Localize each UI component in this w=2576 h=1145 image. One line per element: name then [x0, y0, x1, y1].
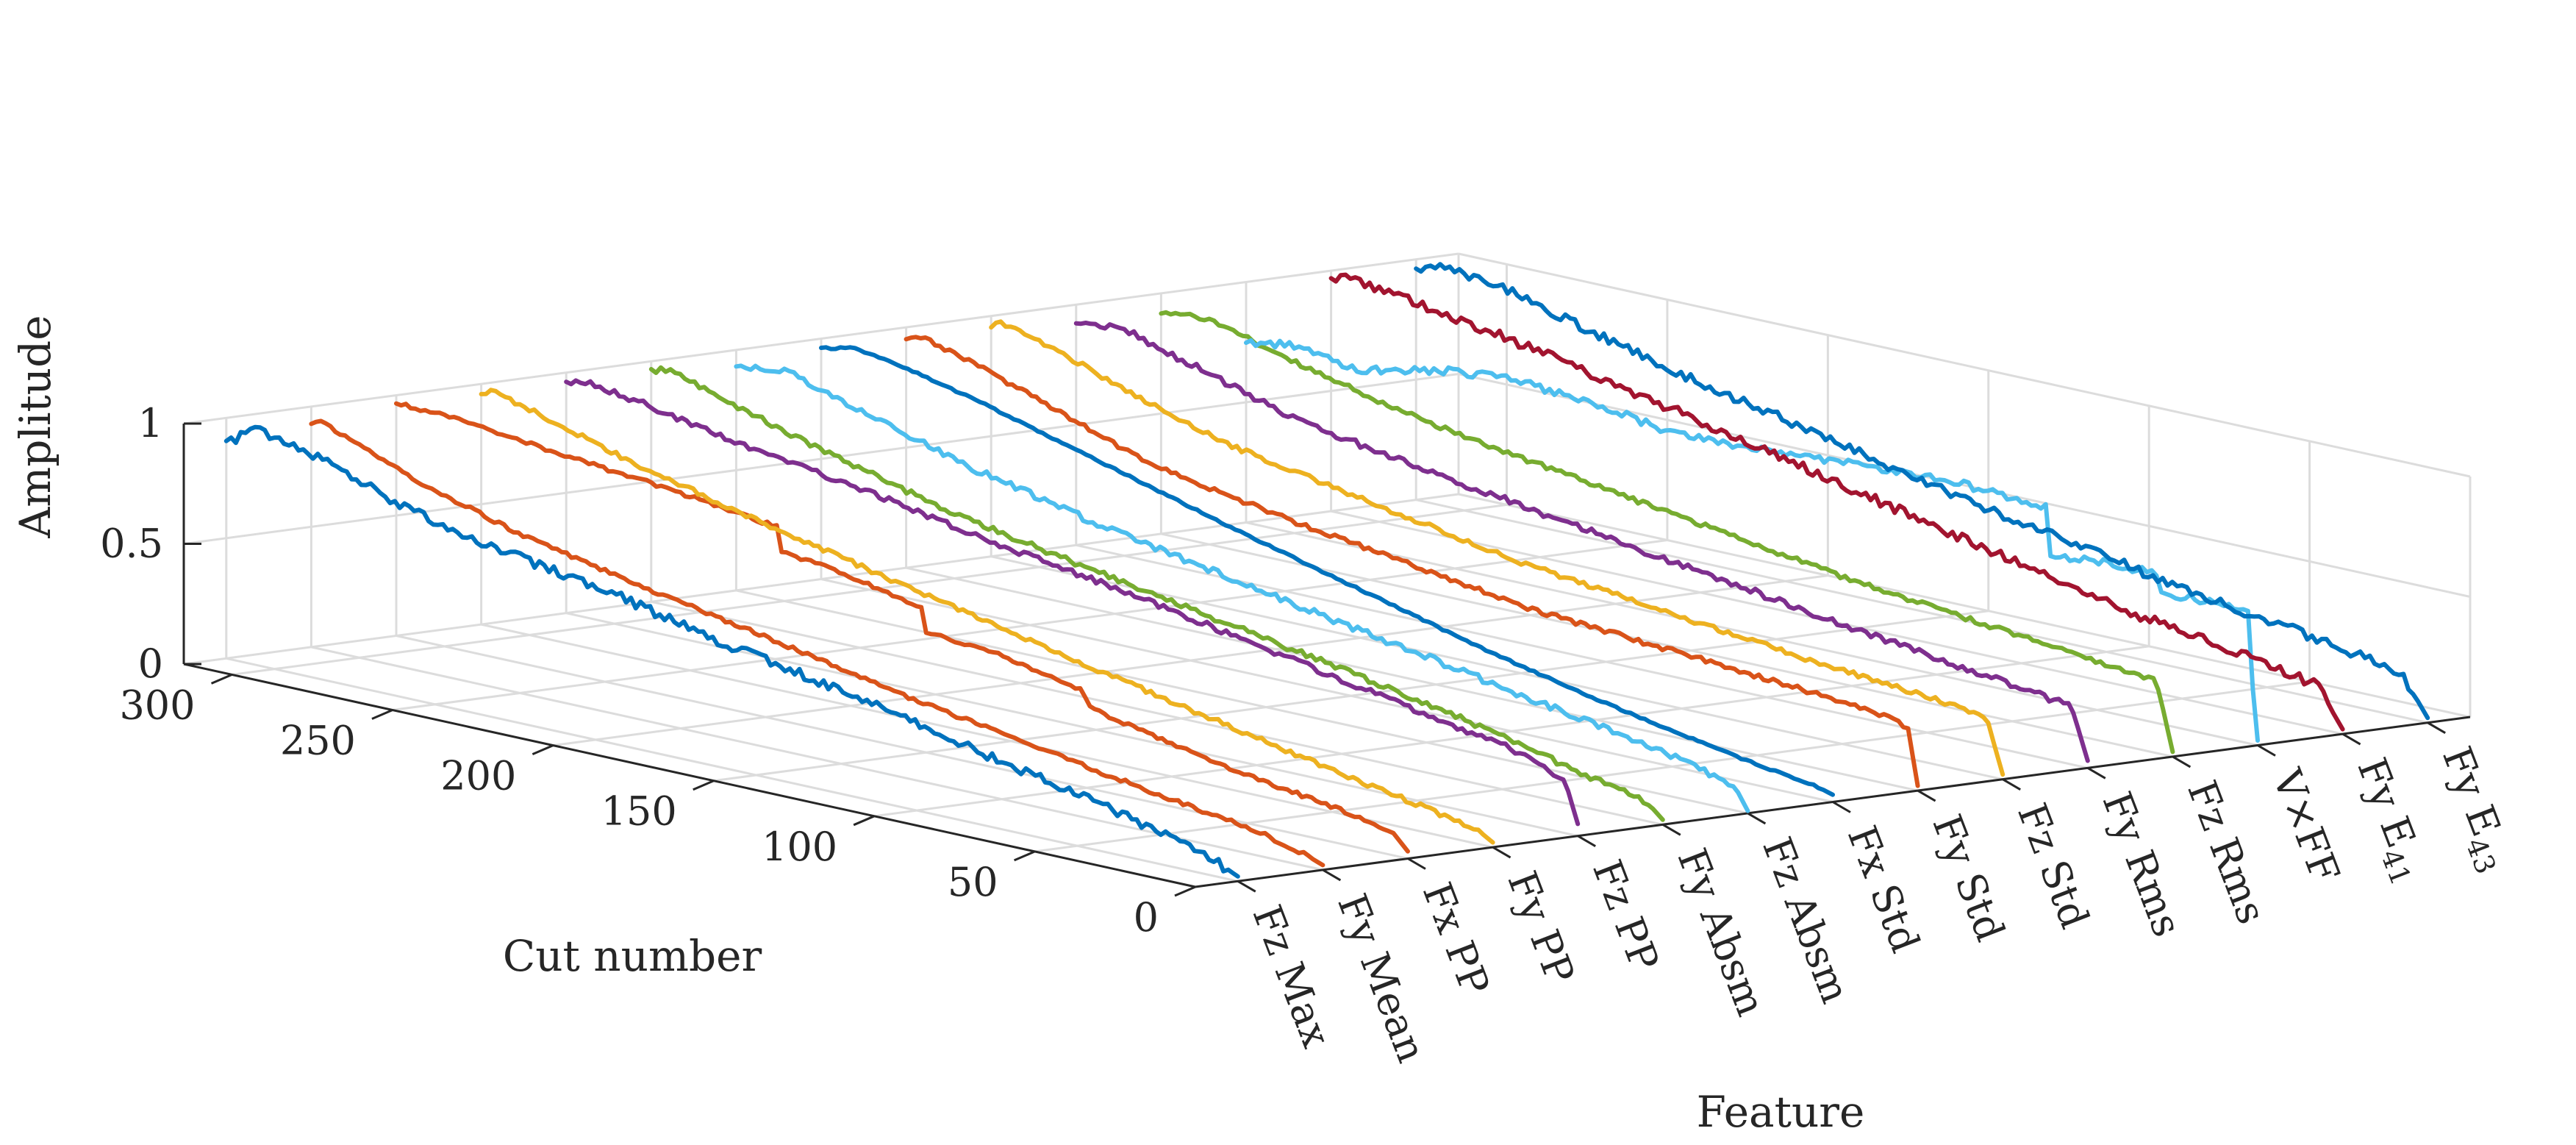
feature-tick-label: Fz Absm: [1753, 831, 1858, 1010]
series-line: [1328, 272, 2345, 732]
floor-grid-line: [311, 646, 1323, 871]
floor-grid-line: [1415, 499, 2428, 724]
amplitude-tick-label: 0: [138, 641, 163, 687]
series-line: [1244, 338, 2260, 743]
cut-tick-label: 200: [440, 753, 516, 799]
feature-tick-label: Fy Mean: [1328, 888, 1435, 1069]
series-line: [479, 388, 1495, 845]
feature-tick: [1832, 801, 1851, 813]
floor-grid-line: [226, 657, 1239, 882]
feature-tick: [1747, 812, 1767, 825]
feature-tick: [2172, 755, 2192, 768]
cut-axis-line: [183, 663, 1196, 888]
feature-tick: [1237, 880, 1256, 893]
feature-tick-label: Fx Std: [1839, 820, 1929, 959]
y-axis-title: Cut number: [503, 931, 762, 981]
cut-tick: [532, 744, 554, 755]
feature-tick: [1662, 824, 1681, 836]
floor-grid-line: [1161, 532, 2173, 758]
floor-grid-line: [651, 600, 1664, 826]
z-axis-title: Amplitude: [10, 315, 60, 538]
feature-tick: [2341, 732, 2361, 746]
back-wall-grid-line: [183, 493, 1459, 666]
amplitude-tick-label: 1: [138, 400, 163, 446]
back-wall-grid-line: [183, 252, 1459, 425]
series-line: [1414, 262, 2430, 721]
feature-tick-label: Fz PP: [1584, 854, 1668, 977]
cut-tick-label: 0: [1134, 894, 1159, 941]
feature-tick: [1577, 835, 1596, 847]
feature-tick: [1322, 868, 1342, 882]
feature-tick-label: Fy Absm: [1669, 842, 1775, 1021]
feature-tick: [1407, 857, 1426, 870]
cut-tick: [1174, 885, 1196, 897]
series-line: [904, 335, 1920, 788]
feature-tick: [2257, 744, 2276, 757]
cut-tick-label: 300: [119, 682, 195, 728]
series-lines: [223, 262, 2430, 879]
feature-tick-label: V×FF: [2264, 763, 2349, 889]
cut-tick: [1013, 850, 1036, 862]
series-line: [989, 319, 2006, 777]
axes: [182, 422, 2471, 897]
feature-tick: [2427, 721, 2446, 734]
series-line: [1073, 321, 2090, 763]
feature-tick: [2087, 767, 2106, 780]
cut-tick: [853, 815, 875, 827]
series-line: [734, 363, 1750, 813]
cut-tick: [210, 674, 233, 685]
feature-tick-label: Fy E43: [2427, 741, 2522, 879]
feature-tick-label: Fz Rms: [2178, 774, 2275, 930]
cut-tick-label: 150: [601, 788, 677, 835]
cut-tick-label: 250: [280, 718, 356, 764]
floor-grid-line: [396, 635, 1409, 860]
floor-grid-line: [1076, 543, 2089, 769]
feature-tick: [2002, 778, 2021, 791]
right-wall-grid-line: [1458, 252, 2471, 478]
feature-tick-label: Fy E41: [2341, 752, 2437, 890]
cut-tick-label: 100: [762, 824, 837, 870]
series-line: [648, 365, 1665, 822]
series-line: [223, 424, 1240, 879]
series-line: [819, 345, 1835, 797]
floor-grid-line: [481, 623, 1493, 849]
floor-grid-line: [906, 566, 1918, 792]
feature-tick-label: Fy Rms: [2094, 785, 2191, 943]
feature-tick-label: Fz Max: [1244, 899, 1340, 1053]
series-line: [564, 378, 1581, 827]
floor-grid-line: [1245, 521, 2258, 746]
feature-tick: [1917, 789, 1936, 802]
series-line: [1159, 310, 2175, 755]
feature-tick-label: Fy Std: [1923, 808, 2014, 947]
cut-tick: [371, 709, 393, 720]
feature-tick-label: Fz Std: [2008, 797, 2098, 935]
feature-tick-label: Fx PP: [1414, 877, 1498, 1002]
cut-tick-label: 50: [948, 859, 998, 905]
right-wall-grid-line: [1458, 373, 2471, 598]
cut-tick: [693, 780, 715, 791]
x-axis-title: Feature: [1697, 1087, 1865, 1137]
series-line: [394, 401, 1410, 854]
series-line: [309, 418, 1325, 868]
feature-tick: [1492, 846, 1511, 859]
floor-grid-line: [990, 555, 2003, 781]
feature-tick-label: Fy PP: [1498, 865, 1583, 990]
back-wall-grid-line: [183, 373, 1459, 545]
floor-grid-line: [820, 578, 1833, 803]
amplitude-tick-label: 0.5: [100, 521, 163, 567]
